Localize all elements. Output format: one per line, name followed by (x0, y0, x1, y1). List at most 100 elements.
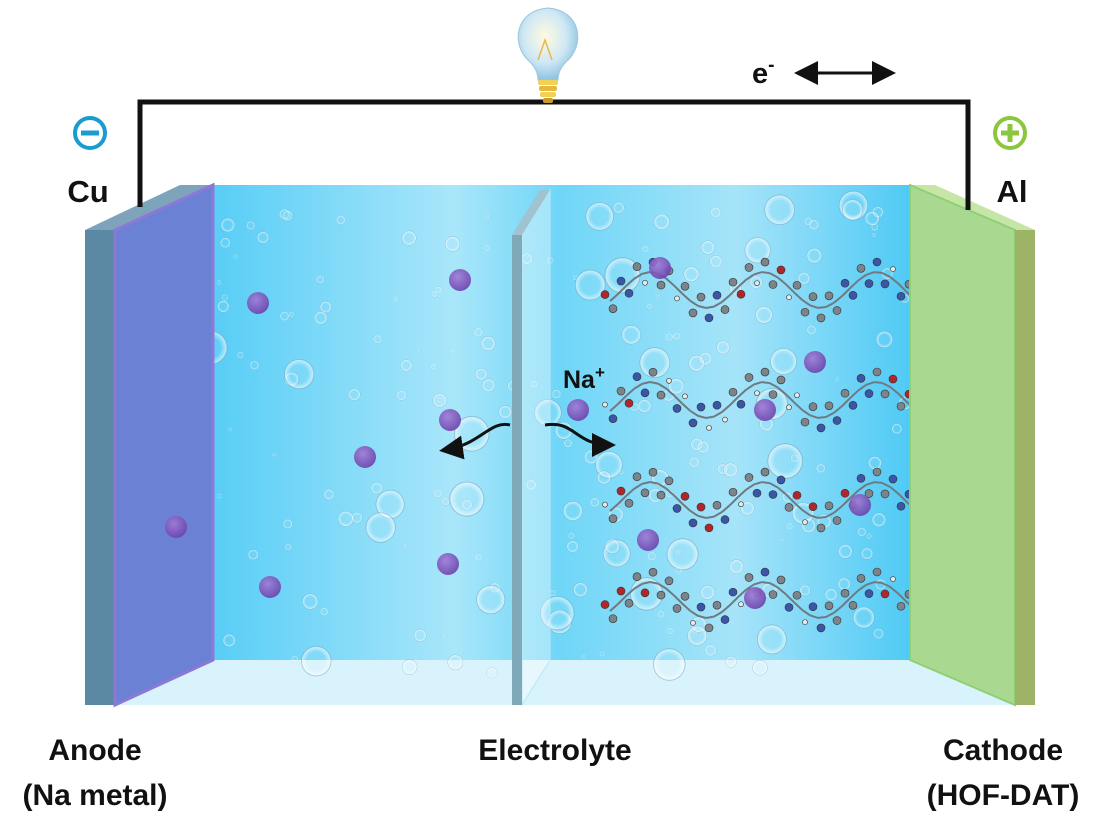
atom (624, 598, 634, 608)
bubble (698, 352, 712, 366)
atom (880, 389, 890, 399)
atom (712, 600, 722, 610)
bond (737, 389, 747, 398)
bubble (549, 589, 556, 597)
anode-side (85, 230, 115, 705)
bubble (683, 266, 700, 282)
atom (768, 280, 778, 289)
atom (824, 601, 834, 611)
atom (816, 623, 826, 633)
bond (673, 494, 683, 505)
anode-current-collector-label: Cu (67, 174, 108, 209)
bubble (752, 660, 768, 676)
bond (713, 511, 723, 518)
bubble (687, 625, 708, 646)
sodium-ion (637, 529, 659, 551)
bubble (257, 231, 269, 244)
bond (889, 586, 899, 595)
bond (785, 393, 795, 404)
bond (705, 305, 715, 309)
bond (769, 482, 779, 489)
atom (856, 263, 866, 273)
atom (640, 488, 650, 498)
bond (873, 481, 883, 484)
atom (786, 294, 792, 301)
bubble (806, 248, 822, 264)
bond (665, 277, 675, 287)
bubble (585, 202, 614, 231)
bubble (217, 300, 230, 313)
bond (745, 273, 755, 281)
separator-edge (512, 235, 522, 705)
atom (616, 386, 626, 396)
atom (680, 591, 690, 601)
bond (881, 381, 891, 388)
bond (745, 383, 755, 391)
bond (689, 509, 699, 517)
bubble (449, 481, 485, 517)
bubble (704, 644, 717, 657)
bubble (246, 221, 256, 230)
sodium-ion (439, 409, 461, 431)
atom (896, 291, 906, 301)
atom (672, 404, 682, 413)
bond (793, 601, 803, 611)
bubble (431, 290, 438, 298)
bubble (348, 388, 361, 401)
sodium-ions (165, 257, 871, 609)
atom (602, 501, 608, 508)
sodium-ion (649, 257, 671, 279)
atom (802, 519, 808, 525)
bubble (599, 651, 605, 657)
bond (809, 514, 819, 519)
bond (857, 384, 867, 392)
atom (896, 401, 906, 411)
bubble (288, 311, 295, 317)
atom (890, 266, 896, 272)
bond (857, 274, 867, 282)
bubble (482, 378, 496, 392)
bubble (216, 280, 222, 285)
bond (897, 392, 907, 402)
bond (761, 481, 771, 485)
bond (793, 501, 803, 511)
bubble (767, 443, 803, 479)
bond (889, 386, 899, 395)
atom (880, 279, 890, 289)
atom (738, 501, 744, 508)
bond (881, 271, 891, 278)
bond (665, 487, 675, 497)
ion-label: Na+ (563, 363, 605, 394)
bubble (484, 214, 490, 219)
atom (784, 503, 794, 512)
bond (641, 381, 651, 385)
bubble (837, 577, 851, 591)
bond (817, 616, 827, 619)
atom (624, 498, 634, 508)
bubble (853, 606, 875, 629)
bond (753, 271, 763, 276)
bubble (447, 654, 464, 671)
bond (769, 382, 779, 389)
bond (609, 293, 619, 302)
bubble (690, 438, 704, 451)
atom (680, 281, 690, 291)
bond (777, 486, 787, 496)
bubble (282, 519, 293, 529)
bubble (416, 349, 421, 354)
bubble (480, 336, 496, 351)
bond (825, 611, 835, 618)
bond (689, 299, 699, 307)
bubble (861, 547, 873, 560)
bubble (581, 654, 586, 659)
bond (785, 593, 795, 604)
bond (737, 279, 747, 288)
sodium-ion (804, 351, 826, 373)
electrolyte-volume (210, 185, 910, 660)
bond (681, 402, 691, 412)
bond (697, 614, 707, 619)
bond (745, 583, 755, 591)
atom (784, 603, 794, 612)
atom (674, 295, 680, 302)
bubble (338, 511, 354, 527)
